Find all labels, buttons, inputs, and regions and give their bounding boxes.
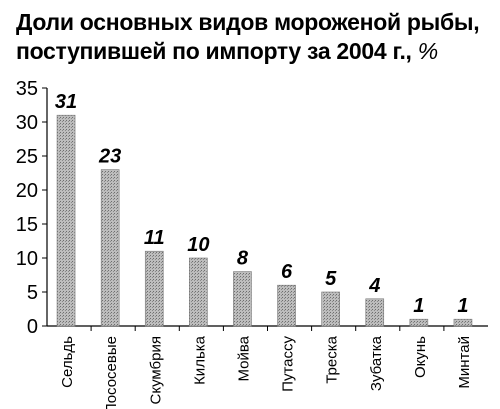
value-label: 31 (55, 91, 77, 113)
y-tick-label: 35 (16, 78, 38, 100)
y-tick-label: 15 (16, 214, 38, 236)
category-label: Окунь (412, 336, 429, 378)
bar (189, 257, 208, 327)
value-label: 1 (413, 295, 424, 317)
value-label: 23 (98, 146, 121, 168)
chart-unit: % (417, 38, 438, 64)
value-label: 1 (457, 295, 468, 317)
category-label: Зубатка (368, 335, 385, 391)
bar (56, 114, 76, 327)
category-label: Сельдь (59, 336, 76, 388)
bar (233, 271, 252, 327)
bar (365, 298, 385, 327)
chart-bars (56, 114, 473, 327)
y-tick-label: 5 (27, 282, 38, 304)
category-label: Килька (191, 335, 208, 385)
bar (277, 284, 296, 327)
chart-title: Доли основных видов мороженой рыбы, пост… (16, 8, 486, 66)
value-label: 6 (281, 261, 293, 283)
bar (321, 291, 340, 327)
value-label: 5 (325, 268, 337, 290)
y-tick-label: 0 (27, 316, 38, 338)
category-label: Путассу (280, 336, 297, 392)
bar (100, 169, 120, 327)
value-label: 8 (237, 248, 249, 270)
chart-labels: 31Сельдь23Лососевые11Скумбрия10Килька8Мо… (55, 91, 473, 409)
bar (409, 318, 429, 327)
category-label: Минтай (456, 336, 473, 389)
y-tick-label: 10 (16, 248, 38, 270)
bar (453, 318, 473, 327)
bar (144, 250, 164, 327)
y-tick-label: 25 (16, 146, 38, 168)
y-tick-label: 20 (16, 180, 38, 202)
category-label: Скумбрия (147, 336, 164, 404)
chart-title-line2-text: поступившей по импорту за 2004 г., (16, 38, 412, 64)
category-label: Треска (324, 335, 341, 383)
category-label: Лососевые (103, 336, 120, 409)
value-label: 10 (187, 234, 209, 256)
chart-title-line1: Доли основных видов мороженой рыбы, (16, 9, 480, 35)
y-tick-label: 30 (16, 112, 38, 134)
chart-title-line2: поступившей по импорту за 2004 г., % (16, 37, 486, 66)
value-label: 4 (368, 275, 380, 297)
category-label: Мойва (235, 335, 252, 381)
value-label: 11 (144, 227, 165, 249)
